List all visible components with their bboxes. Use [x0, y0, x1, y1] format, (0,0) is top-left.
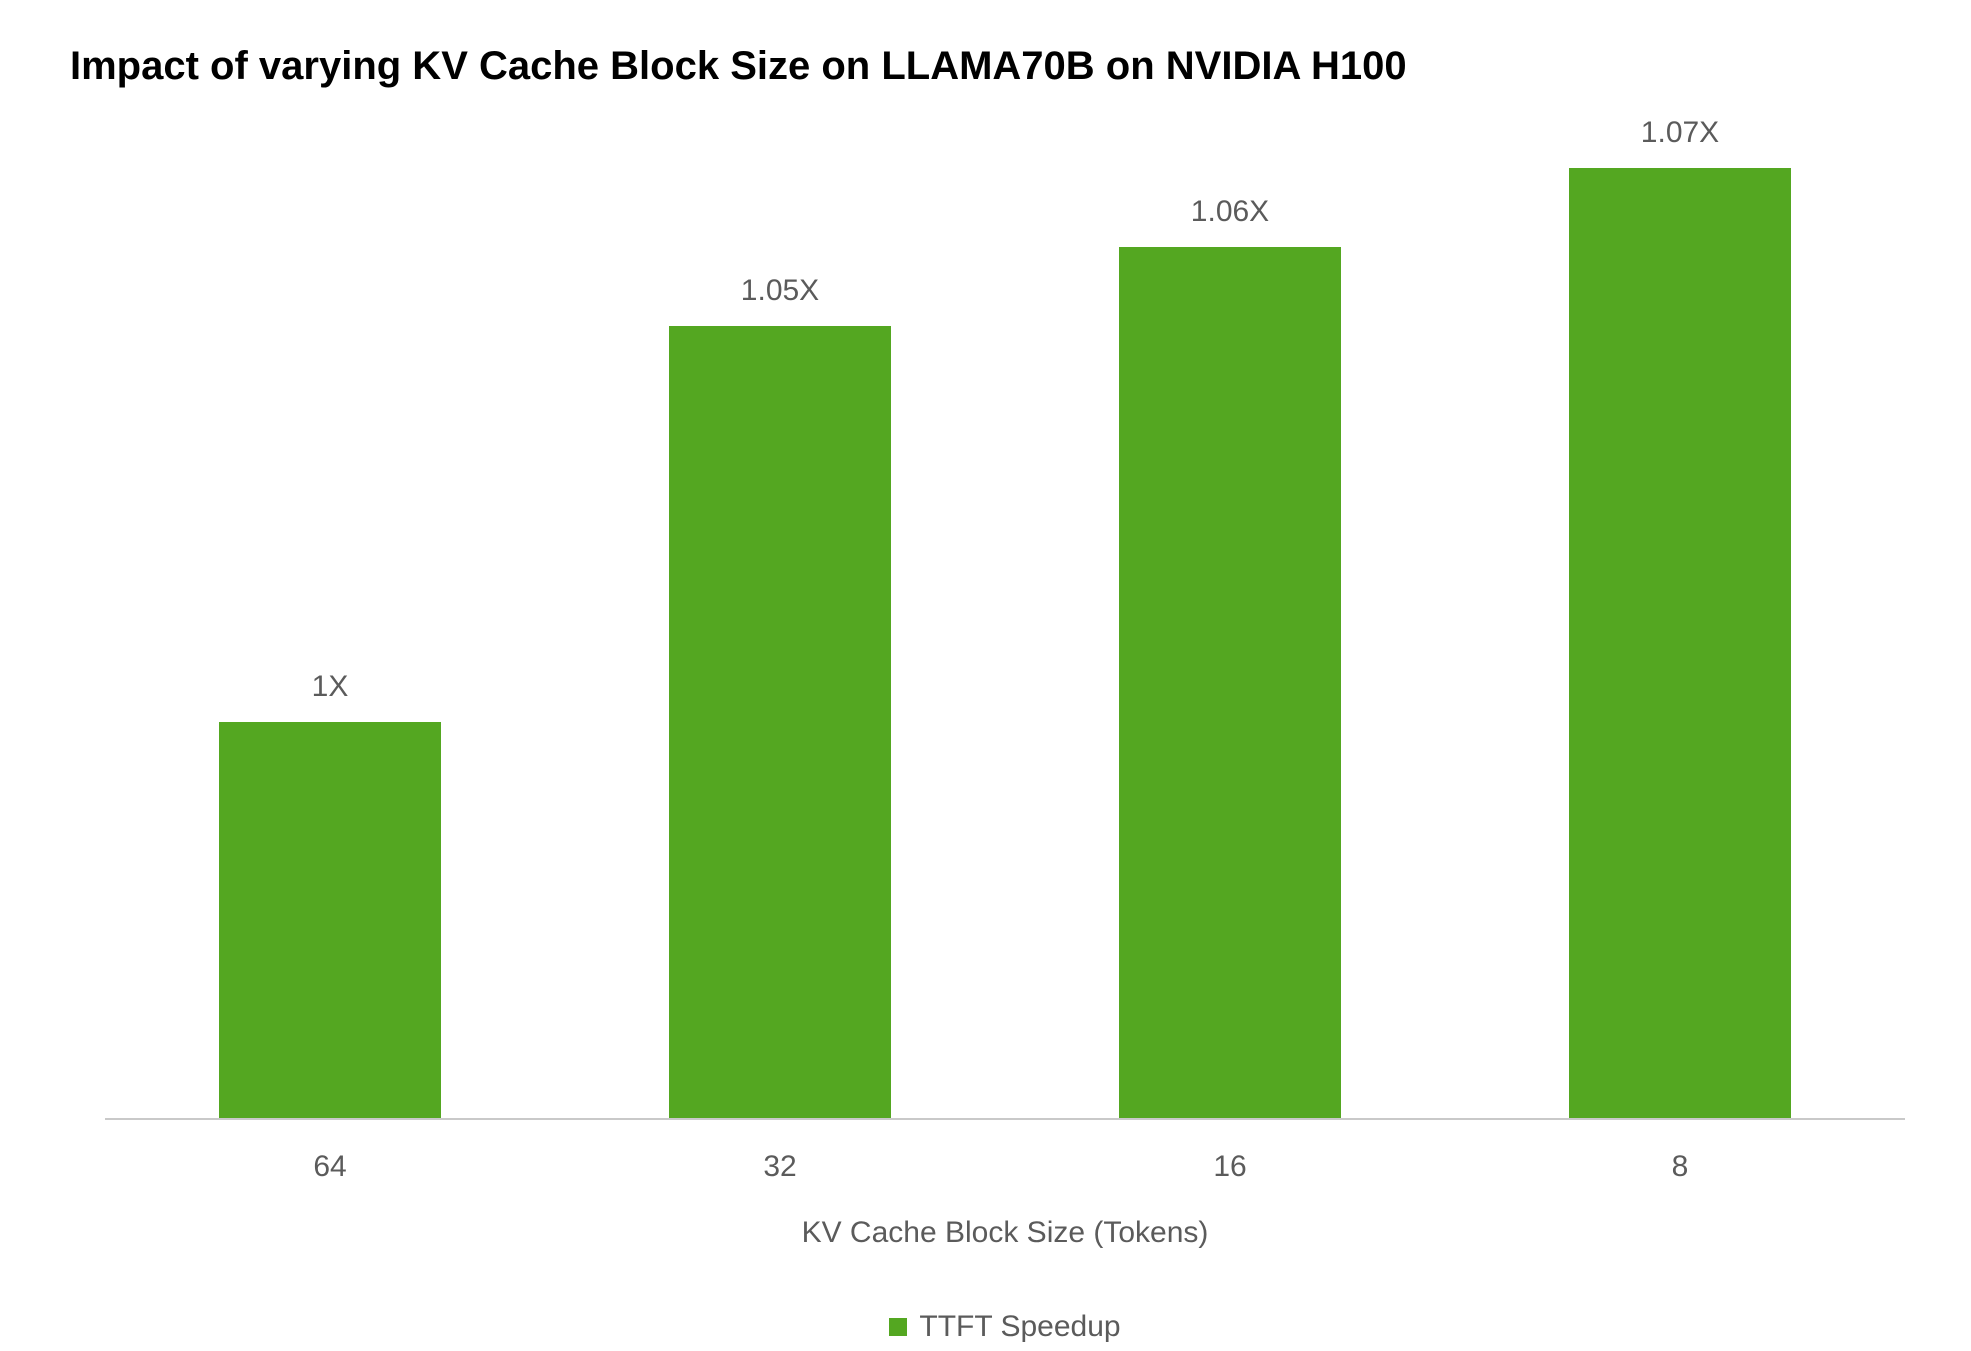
bar	[1569, 168, 1791, 1118]
legend-label: TTFT Speedup	[919, 1310, 1120, 1344]
category-label: 16	[1119, 1150, 1341, 1184]
plot-area: 1X 1.05X 1.06X 1.07X	[105, 130, 1905, 1120]
legend: TTFT Speedup	[105, 1310, 1905, 1344]
category-label: 32	[669, 1150, 891, 1184]
bar-value-label: 1.07X	[1569, 116, 1791, 150]
bar	[1119, 247, 1341, 1118]
bar-value-label: 1X	[219, 670, 441, 704]
bar-group: 1.05X	[669, 128, 891, 1118]
bar	[219, 722, 441, 1118]
bar-value-label: 1.06X	[1119, 195, 1341, 229]
bar	[669, 326, 891, 1118]
legend-swatch	[889, 1318, 907, 1336]
x-axis-title: KV Cache Block Size (Tokens)	[105, 1216, 1905, 1250]
chart-title: Impact of varying KV Cache Block Size on…	[70, 44, 1407, 89]
bar-value-label: 1.05X	[669, 274, 891, 308]
bar-group: 1X	[219, 128, 441, 1118]
bar-group: 1.07X	[1569, 128, 1791, 1118]
category-label: 8	[1569, 1150, 1791, 1184]
bar-group: 1.06X	[1119, 128, 1341, 1118]
chart-container: Impact of varying KV Cache Block Size on…	[0, 0, 1971, 1351]
category-label: 64	[219, 1150, 441, 1184]
